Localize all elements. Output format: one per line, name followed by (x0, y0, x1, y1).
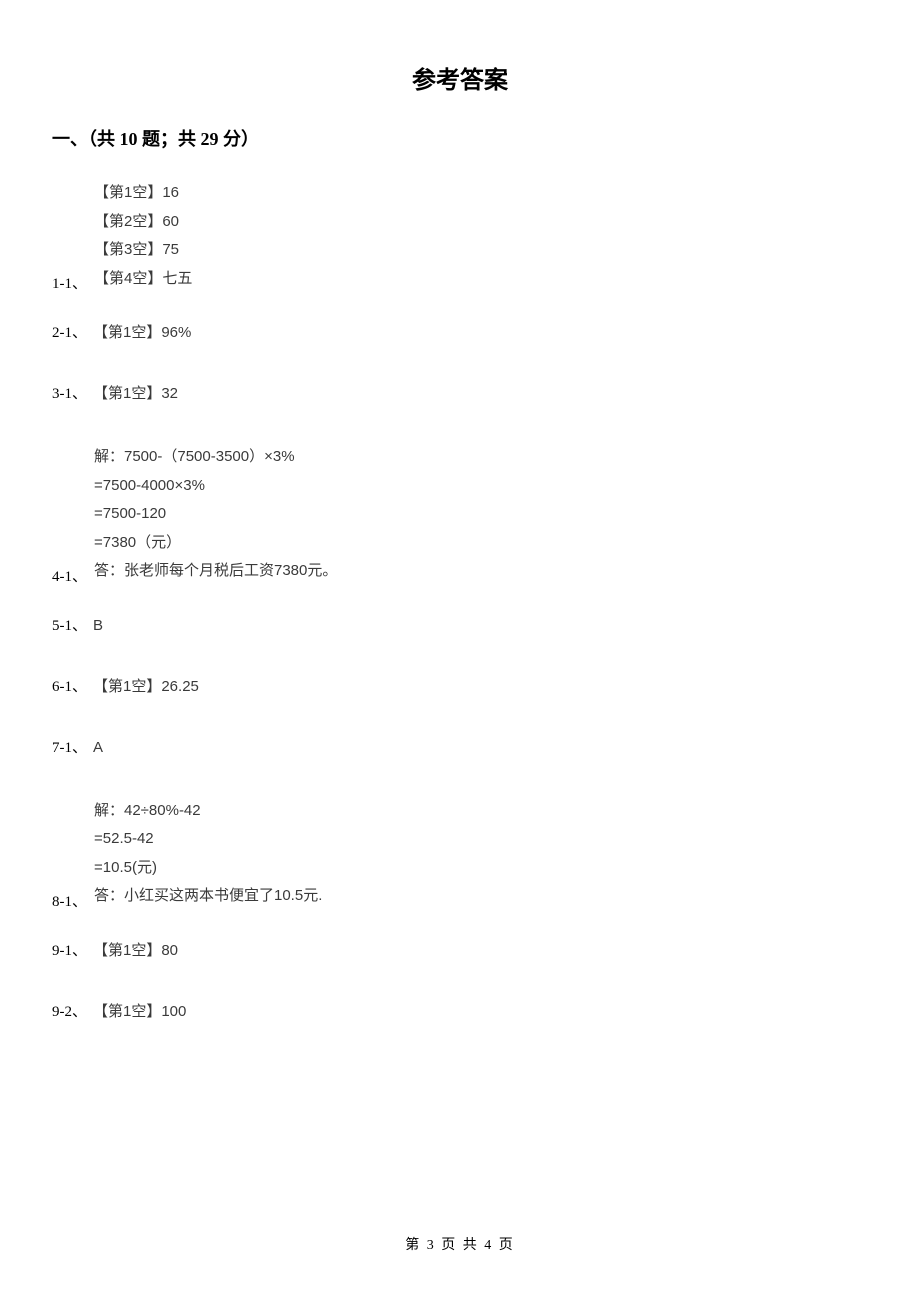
q9-content: 【第1空】80 (93, 939, 178, 960)
q8-line3: =10.5(元) (94, 854, 920, 883)
answer-q9b: 9-2、 【第1空】100 (0, 1000, 920, 1021)
q8-line2: =52.5-42 (94, 825, 920, 854)
q2-label: 2-1、 (52, 321, 87, 342)
answer-q9: 9-1、 【第1空】80 (0, 939, 920, 960)
q6-label: 6-1、 (52, 675, 87, 696)
q3-content: 【第1空】32 (93, 382, 178, 403)
section-header: 一、（共 10 题；共 29 分） (0, 125, 920, 151)
page-title: 参考答案 (0, 0, 920, 125)
q1-line2: 【第2空】60 (94, 208, 920, 237)
q2-content: 【第1空】96% (93, 321, 191, 342)
answer-q5: 5-1、 B (0, 614, 920, 635)
answer-q3: 3-1、 【第1空】32 (0, 382, 920, 403)
q1-line4: 【第4空】七五 (94, 265, 920, 294)
q4-line3: =7500-120 (94, 500, 920, 529)
answer-q1: 【第1空】16 【第2空】60 【第3空】75 【第4空】七五 1-1、 (0, 179, 920, 293)
q1-line3: 【第3空】75 (94, 236, 920, 265)
answer-q2: 2-1、 【第1空】96% (0, 321, 920, 342)
q4-line1: 解：7500-（7500-3500）×3% (94, 443, 920, 472)
q5-content: B (93, 617, 103, 634)
q8-label: 8-1、 (52, 890, 87, 911)
q9b-label: 9-2、 (52, 1000, 87, 1021)
answer-q8: 解：42÷80%-42 =52.5-42 =10.5(元) 答：小红买这两本书便… (0, 797, 920, 911)
q3-label: 3-1、 (52, 382, 87, 403)
q5-label: 5-1、 (52, 614, 87, 635)
q1-line1: 【第1空】16 (94, 179, 920, 208)
answer-q6: 6-1、 【第1空】26.25 (0, 675, 920, 696)
q9-label: 9-1、 (52, 939, 87, 960)
q7-label: 7-1、 (52, 736, 87, 757)
page-footer: 第 3 页 共 4 页 (0, 1234, 920, 1254)
q4-line4: =7380（元） (94, 529, 920, 558)
q4-line5: 答：张老师每个月税后工资7380元。 (94, 557, 920, 586)
q4-label: 4-1、 (52, 565, 87, 586)
q8-line1: 解：42÷80%-42 (94, 797, 920, 826)
q6-content: 【第1空】26.25 (93, 675, 199, 696)
q1-label: 1-1、 (52, 272, 87, 293)
q9b-content: 【第1空】100 (93, 1000, 186, 1021)
answer-q4: 解：7500-（7500-3500）×3% =7500-4000×3% =750… (0, 443, 920, 586)
answer-q7: 7-1、 A (0, 736, 920, 757)
q8-line4: 答：小红买这两本书便宜了10.5元. (94, 882, 920, 911)
q4-line2: =7500-4000×3% (94, 472, 920, 501)
q7-content: A (93, 739, 103, 756)
